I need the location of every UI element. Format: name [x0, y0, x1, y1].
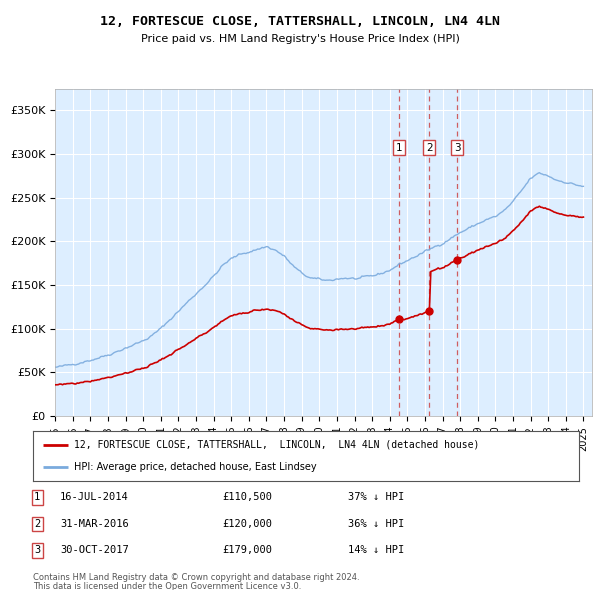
- Text: 12, FORTESCUE CLOSE, TATTERSHALL,  LINCOLN,  LN4 4LN (detached house): 12, FORTESCUE CLOSE, TATTERSHALL, LINCOL…: [74, 440, 479, 450]
- Text: 2: 2: [34, 519, 40, 529]
- Text: 14% ↓ HPI: 14% ↓ HPI: [348, 546, 404, 555]
- Text: 31-MAR-2016: 31-MAR-2016: [60, 519, 129, 529]
- Text: HPI: Average price, detached house, East Lindsey: HPI: Average price, detached house, East…: [74, 462, 317, 472]
- Text: 3: 3: [454, 143, 460, 153]
- Text: Contains HM Land Registry data © Crown copyright and database right 2024.: Contains HM Land Registry data © Crown c…: [33, 573, 359, 582]
- Text: 30-OCT-2017: 30-OCT-2017: [60, 546, 129, 555]
- Text: 3: 3: [34, 546, 40, 555]
- Text: 2: 2: [426, 143, 433, 153]
- Text: This data is licensed under the Open Government Licence v3.0.: This data is licensed under the Open Gov…: [33, 582, 301, 590]
- Text: 12, FORTESCUE CLOSE, TATTERSHALL, LINCOLN, LN4 4LN: 12, FORTESCUE CLOSE, TATTERSHALL, LINCOL…: [100, 15, 500, 28]
- Text: 36% ↓ HPI: 36% ↓ HPI: [348, 519, 404, 529]
- Text: £110,500: £110,500: [222, 493, 272, 502]
- Text: 1: 1: [34, 493, 40, 502]
- Text: 1: 1: [396, 143, 403, 153]
- Text: 37% ↓ HPI: 37% ↓ HPI: [348, 493, 404, 502]
- Text: 16-JUL-2014: 16-JUL-2014: [60, 493, 129, 502]
- Text: £120,000: £120,000: [222, 519, 272, 529]
- Text: £179,000: £179,000: [222, 546, 272, 555]
- Text: Price paid vs. HM Land Registry's House Price Index (HPI): Price paid vs. HM Land Registry's House …: [140, 34, 460, 44]
